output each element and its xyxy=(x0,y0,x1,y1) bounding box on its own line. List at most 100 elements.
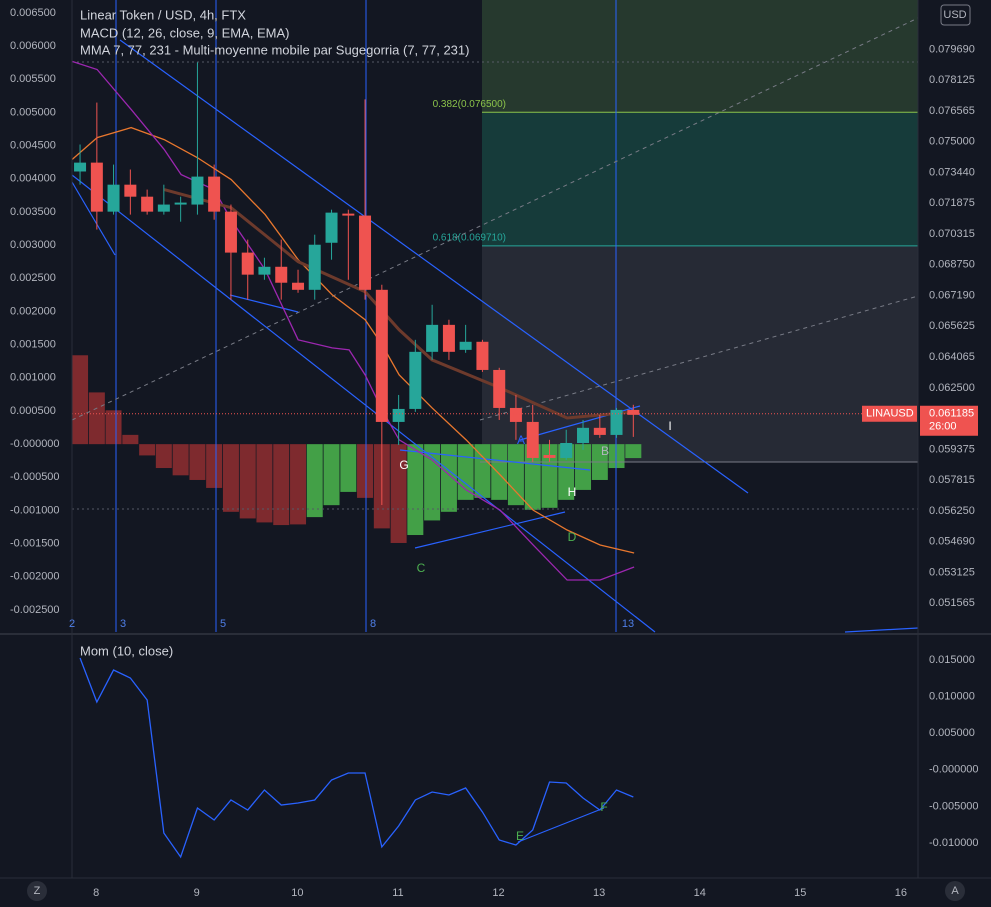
candle-body xyxy=(174,202,187,205)
button[interactable] xyxy=(945,881,965,901)
price-tick-label: 0.051565 xyxy=(929,597,975,609)
macd-bar xyxy=(306,444,323,518)
macd-tick-label: -0.002500 xyxy=(10,604,60,616)
macd-bar xyxy=(105,410,122,445)
macd-bar xyxy=(72,355,89,445)
macd-tick-label: 0.005500 xyxy=(10,73,56,85)
button-label[interactable]: Z xyxy=(34,885,41,897)
price-tick-label: 0.078125 xyxy=(929,74,975,86)
fib-label: 0.382(0.076500) xyxy=(433,99,506,110)
button[interactable] xyxy=(27,881,47,901)
price-tick-label: 0.079690 xyxy=(929,43,975,55)
moving-average xyxy=(163,188,635,420)
trend-line xyxy=(844,627,919,633)
price-tick-label: 0.070315 xyxy=(929,228,975,240)
candle-body xyxy=(208,176,221,212)
macd-bar xyxy=(88,392,105,445)
candle-body xyxy=(224,211,237,253)
mom-tick-label: 0.010000 xyxy=(929,691,975,703)
candle-body xyxy=(157,204,170,212)
cycle-lines xyxy=(115,0,617,632)
price-tick-label: 0.054690 xyxy=(929,536,975,548)
trend-line xyxy=(71,181,116,256)
candle-body xyxy=(275,266,288,283)
macd-bar xyxy=(122,434,139,445)
button-label[interactable]: A xyxy=(951,885,959,897)
macd-bar xyxy=(172,444,189,476)
candle-body xyxy=(325,212,338,243)
macd-bar xyxy=(457,444,474,500)
trend-line xyxy=(517,807,605,843)
fib-zone xyxy=(482,0,918,113)
legend-macd: MACD (12, 26, close, 9, EMA, EMA) xyxy=(80,25,290,40)
trend-lines xyxy=(71,17,919,843)
legend-mma: MMA 7, 77, 231 - Multi-moyenne mobile pa… xyxy=(80,42,469,57)
cycle-label: 2 xyxy=(69,618,75,630)
trend-line xyxy=(399,449,591,471)
candle-body xyxy=(442,324,455,352)
candle-body xyxy=(543,455,556,458)
legend-mom: Mom (10, close) xyxy=(80,643,173,658)
price-tick-label: 0.056250 xyxy=(929,505,975,517)
macd-bar xyxy=(139,444,156,456)
time-tick-label: 13 xyxy=(593,887,605,899)
annotation: F xyxy=(600,800,607,814)
macd-bar xyxy=(256,444,273,523)
annotation: E xyxy=(516,829,524,843)
price-badge xyxy=(920,405,978,436)
price-tick-label: 0.067190 xyxy=(929,289,975,301)
moving-average xyxy=(71,60,635,581)
moving-average xyxy=(71,126,635,554)
fib-zone xyxy=(482,112,918,246)
macd-tick-label: 0.001500 xyxy=(10,339,56,351)
macd-bar xyxy=(491,444,508,500)
annotation: G xyxy=(399,458,408,472)
mom-tick-label: -0.010000 xyxy=(929,837,979,849)
macd-tick-label: 0.003500 xyxy=(10,206,56,218)
price-tick-label: 0.068750 xyxy=(929,259,975,271)
currency-badge[interactable] xyxy=(940,4,971,26)
macd-tick-label: -0.000500 xyxy=(10,471,60,483)
macd-bar xyxy=(155,444,172,469)
legend-symbol: Linear Token / USD, 4h, FTX xyxy=(80,7,246,22)
fib-label: 0.618(0.069710) xyxy=(433,233,506,244)
mom-tick-label: 0.015000 xyxy=(929,654,975,666)
momentum-line xyxy=(79,657,634,859)
price-tick-label: 0.075000 xyxy=(929,136,975,148)
annotation: A xyxy=(517,433,525,447)
candle-body xyxy=(342,213,355,216)
macd-bar xyxy=(625,444,642,459)
time-tick-label: 15 xyxy=(794,887,806,899)
macd-bar xyxy=(390,444,407,543)
symbol-badge xyxy=(862,405,917,422)
price-tick-label: 0.062500 xyxy=(929,382,975,394)
macd-bar xyxy=(206,444,223,488)
price-tick-label: 0.073440 xyxy=(929,166,975,178)
cycle-label: 3 xyxy=(120,618,126,630)
cycle-label: 8 xyxy=(370,618,376,630)
candle-body xyxy=(191,176,204,205)
macd-bar xyxy=(323,444,340,506)
annotation: C xyxy=(417,561,426,575)
candle-body xyxy=(426,324,439,352)
trend-line xyxy=(119,39,749,494)
macd-tick-label: 0.004000 xyxy=(10,173,56,185)
macd-bar xyxy=(340,444,357,492)
macd-tick-label: 0.006500 xyxy=(10,7,56,19)
macd-tick-label: 0.002500 xyxy=(10,272,56,284)
macd-bar xyxy=(357,444,374,498)
macd-tick-label: -0.001000 xyxy=(10,504,60,516)
time-tick-label: 9 xyxy=(194,887,200,899)
candle-body xyxy=(308,244,321,290)
candle-body xyxy=(593,427,606,435)
candle-body xyxy=(90,162,103,212)
candle-body xyxy=(476,341,489,370)
currency[interactable]: USD xyxy=(943,9,966,21)
candle-body xyxy=(627,409,640,415)
candle-body xyxy=(107,184,120,212)
macd-tick-label: 0.004500 xyxy=(10,140,56,152)
macd-bar xyxy=(290,444,307,525)
cycle-label: 13 xyxy=(622,618,634,630)
countdown: 26:00 xyxy=(929,421,957,433)
macd-bar xyxy=(541,444,558,508)
